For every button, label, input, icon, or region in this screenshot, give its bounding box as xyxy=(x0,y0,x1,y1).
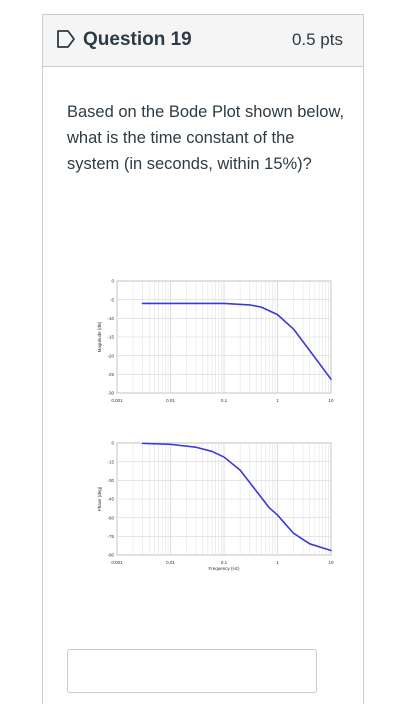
x-tick-label: 0.1 xyxy=(221,398,228,403)
y-tick-label: -15 xyxy=(107,459,114,464)
y-tick-label: -5 xyxy=(110,297,114,302)
x-tick-label: 1 xyxy=(276,560,279,565)
question-card: Question 19 0.5 pts Based on the Bode Pl… xyxy=(42,14,364,704)
x-tick-label: 0.01 xyxy=(166,398,175,403)
series-line xyxy=(141,302,332,380)
y-tick-label: -60 xyxy=(107,515,114,520)
x-tick-label: 10 xyxy=(328,398,334,403)
y-tick-label: -90 xyxy=(107,553,114,558)
x-axis-label: Frequency (Hz) xyxy=(208,566,240,571)
question-points: 0.5 pts xyxy=(291,30,343,49)
y-tick-label: -30 xyxy=(107,478,114,483)
x-tick-label: 0.01 xyxy=(166,560,175,565)
question-text: Based on the Bode Plot shown below, what… xyxy=(67,103,345,173)
y-tick-label: -45 xyxy=(107,497,114,502)
y-axis-label: Magnitude (dB) xyxy=(97,321,102,352)
question-title: Question 19 xyxy=(83,29,192,50)
x-tick-label: 0.1 xyxy=(221,560,228,565)
y-tick-label: 0 xyxy=(111,279,114,284)
y-tick-label: -10 xyxy=(107,316,114,321)
y-tick-label: -15 xyxy=(107,335,114,340)
x-tick-label: 10 xyxy=(328,560,334,565)
y-tick-label: -30 xyxy=(107,391,114,396)
series-line xyxy=(141,442,332,552)
magnitude-plot-svg: 0.001 0.01 0.1 1 10 0 -5 -10 -15 -20 -25 -30 Magnitu… xyxy=(97,279,334,403)
y-tick-label: -75 xyxy=(107,534,114,539)
phase-plot: 0.001 0.01 0.1 1 10 0 -15 -30 -45 -60 -75 -90 Phase … xyxy=(85,433,341,583)
x-tick-label: 0.001 xyxy=(111,398,123,403)
y-tick-label: 0 xyxy=(111,441,114,446)
question-header: Question 19 0.5 pts xyxy=(43,15,363,67)
answer-input[interactable] xyxy=(67,649,317,693)
y-tick-label: -20 xyxy=(107,353,114,358)
x-tick-label: 0.001 xyxy=(111,560,123,565)
magnitude-plot: 0.001 0.01 0.1 1 10 0 -5 -10 -15 -20 -25 -30 Magnitu… xyxy=(85,273,341,413)
y-tick-label: -25 xyxy=(107,372,114,377)
x-tick-label: 1 xyxy=(276,398,279,403)
phase-plot-svg: 0.001 0.01 0.1 1 10 0 -15 -30 -45 -60 -75 -90 Phase … xyxy=(97,441,334,571)
y-axis-label: Phase (deg) xyxy=(97,486,102,511)
flag-icon[interactable] xyxy=(55,28,77,50)
